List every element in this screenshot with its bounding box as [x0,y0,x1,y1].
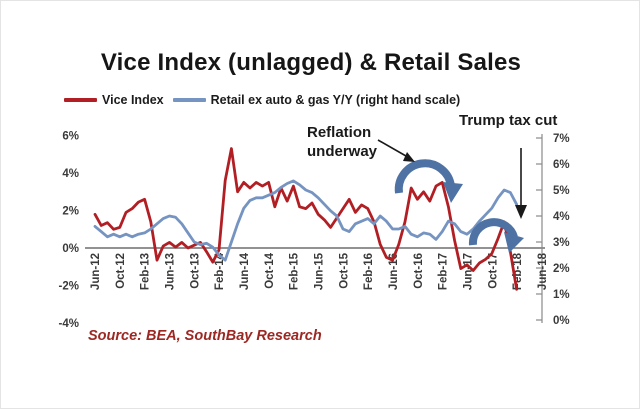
left-axis-label: -4% [59,318,79,330]
reflation-arc-arrowhead [443,182,463,203]
annotation-reflation: Reflation underway [307,123,377,161]
x-axis-label: Oct-12 [115,253,127,289]
chart-title: Vice Index (unlagged) & Retail Sales [100,49,522,76]
retail-line [93,179,518,262]
left-axis-label: -2% [59,281,79,293]
x-axis-label: Oct-17 [487,253,499,289]
source-note: Source: BEA, SouthBay Research [88,328,322,344]
x-axis-label: Jun-16 [388,253,400,290]
x-axis-label: Oct-13 [189,253,201,289]
x-axis-label: Oct-16 [413,253,425,289]
left-axis-label: 2% [62,206,79,218]
x-axis-label: Feb-14 [214,252,226,290]
trump-arc [468,218,518,246]
x-axis-label: Oct-14 [264,252,276,288]
x-axis-label: Jun-13 [165,253,177,290]
annotation-reflation-line1: Reflation [307,124,372,141]
reflation-arc [394,159,455,194]
left-axis-label: 0% [62,243,79,255]
x-axis-label: Jun-15 [314,252,326,290]
x-axis-label: Oct-15 [338,252,350,288]
legend-item-retail: Retail ex auto & gas Y/Y (right hand sca… [172,93,461,107]
annotation-reflation-line2: underway [307,143,378,160]
x-axis-label: Feb-16 [363,253,375,290]
x-axis-label: Jun-18 [537,252,549,290]
right-axis-label: 1% [553,289,570,301]
legend: Vice Index Retail ex auto & gas Y/Y (rig… [64,93,460,107]
reflation-arrow [377,139,407,157]
x-axis-label: Feb-17 [438,253,450,290]
right-axis-label: 2% [553,263,570,275]
right-axis-label: 5% [553,185,570,197]
vice-index-line-swatch [64,98,97,102]
legend-label-vice-index: Vice Index [102,93,164,107]
x-axis-label: Feb-13 [140,253,152,290]
right-axis-label: 4% [553,211,570,223]
x-axis-label: Jun-12 [90,253,102,290]
vice-index-line [93,147,518,291]
right-axis-label: 0% [553,315,570,327]
right-axis-label: 6% [553,159,570,171]
x-axis-label: Jun-14 [239,252,251,290]
trump-arrowhead [515,205,527,219]
retail-line-swatch [172,98,206,102]
annotation-trump-tax-cut: Trump tax cut [459,112,558,129]
x-axis-label: Jun-17 [462,253,474,290]
trump-arc-arrowhead [504,232,524,253]
left-axis-label: 6% [62,131,79,143]
x-axis-label: Feb-15 [289,252,301,290]
left-axis-label: 4% [62,168,79,180]
legend-item-vice-index: Vice Index [64,93,164,107]
reflation-arrowhead [403,152,415,162]
legend-label-retail: Retail ex auto & gas Y/Y (right hand sca… [210,93,461,107]
right-axis-label: 7% [553,133,570,145]
right-axis-label: 3% [553,237,570,249]
